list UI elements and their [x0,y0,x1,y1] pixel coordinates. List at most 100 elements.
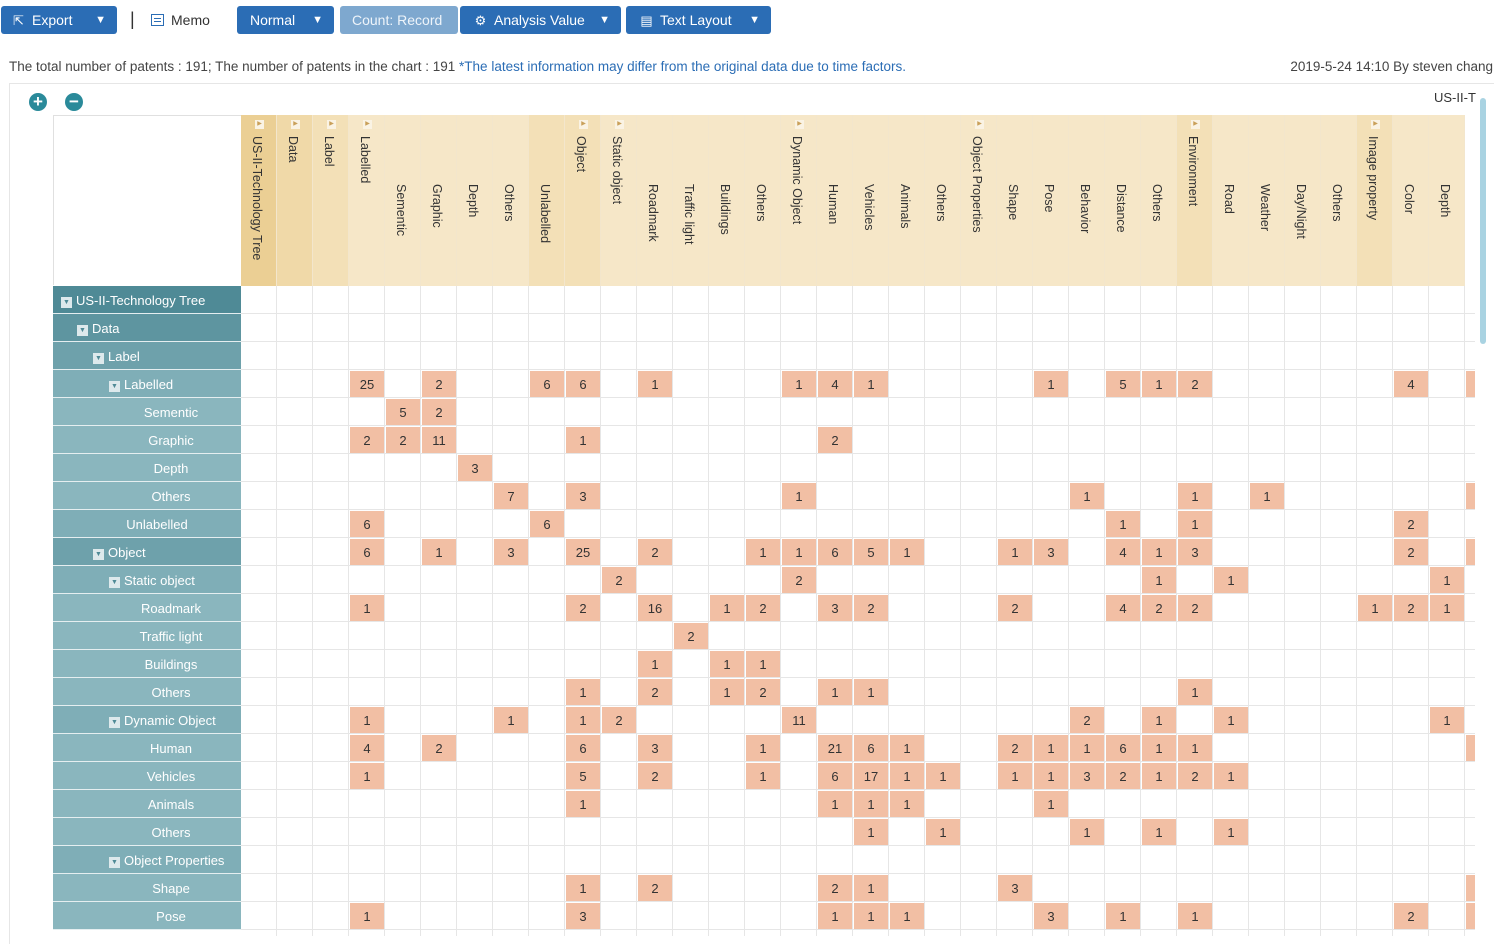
matrix-cell[interactable]: 2 [350,427,384,453]
matrix-cell[interactable]: 1 [1106,903,1140,929]
column-header[interactable]: ▶ US-II-Technology Tree [241,115,277,286]
matrix-cell[interactable]: 1 [854,371,888,397]
row-header[interactable]: ▼ US-II-Technology Tree [53,286,241,314]
matrix-cell[interactable]: 3 [998,875,1032,901]
column-header[interactable]: Day/Night [1285,115,1321,286]
matrix-cell[interactable]: 2 [1394,539,1428,565]
matrix-cell[interactable]: 2 [422,735,456,761]
row-header[interactable]: Vehicles [53,762,241,790]
matrix-cell[interactable]: 3 [566,903,600,929]
matrix-cell[interactable]: 1 [818,679,852,705]
matrix-cell[interactable]: 1 [1214,819,1248,845]
row-header[interactable]: Others [53,482,241,510]
text-layout-dropdown[interactable]: ▤ Text Layout ▼ [626,6,771,34]
matrix-cell[interactable]: 6 [530,511,564,537]
column-header[interactable]: Human [817,115,853,286]
matrix-cell[interactable]: 11 [782,707,816,733]
matrix-cell[interactable]: 2 [422,399,456,425]
matrix-cell[interactable]: 1 [1106,511,1140,537]
collapse-toggle-icon[interactable]: ▼ [109,577,120,588]
matrix-cell[interactable]: 2 [1394,511,1428,537]
matrix-cell[interactable]: 1 [1178,511,1212,537]
matrix-cell[interactable] [1466,371,1475,397]
matrix-cell[interactable]: 3 [638,735,672,761]
matrix-cell[interactable]: 1 [854,903,888,929]
matrix-cell[interactable]: 17 [854,763,888,789]
matrix-cell[interactable] [1466,903,1475,929]
matrix-cell[interactable]: 2 [998,595,1032,621]
matrix-cell[interactable]: 4 [1106,539,1140,565]
matrix-cell[interactable]: 3 [494,539,528,565]
row-header[interactable]: Shape [53,874,241,902]
matrix-cell[interactable]: 4 [350,735,384,761]
matrix-cell[interactable]: 2 [674,623,708,649]
memo-button[interactable]: Memo [151,12,210,28]
matrix-cell[interactable] [1466,483,1475,509]
matrix-cell[interactable]: 2 [818,875,852,901]
matrix-cell[interactable]: 5 [854,539,888,565]
matrix-cell[interactable]: 4 [1394,371,1428,397]
matrix-cell[interactable]: 1 [782,371,816,397]
expand-arrow-icon[interactable]: ▶ [975,120,984,129]
matrix-cell[interactable]: 6 [530,371,564,397]
matrix-cell[interactable]: 1 [566,427,600,453]
matrix-cell[interactable]: 1 [422,539,456,565]
matrix-cell[interactable]: 21 [818,735,852,761]
matrix-cell[interactable]: 1 [566,875,600,901]
collapse-toggle-icon[interactable]: ▼ [77,325,88,336]
matrix-cell[interactable]: 2 [422,371,456,397]
normal-dropdown[interactable]: Normal ▼ [237,6,334,34]
expand-arrow-icon[interactable]: ▶ [363,120,372,129]
matrix-cell[interactable]: 1 [350,763,384,789]
matrix-cell[interactable]: 2 [566,595,600,621]
row-header[interactable]: Roadmark [53,594,241,622]
matrix-cell[interactable]: 6 [350,511,384,537]
matrix-cell[interactable] [1466,539,1475,565]
matrix-cell[interactable]: 2 [1070,707,1104,733]
row-header[interactable]: Human [53,734,241,762]
expand-arrow-icon[interactable]: ▶ [579,120,588,129]
matrix-cell[interactable]: 2 [638,679,672,705]
matrix-cell[interactable]: 2 [1106,763,1140,789]
matrix-cell[interactable]: 1 [1070,819,1104,845]
matrix-cell[interactable]: 5 [1106,371,1140,397]
matrix-cell[interactable]: 1 [1142,707,1176,733]
collapse-toggle-icon[interactable]: ▼ [93,353,104,364]
collapse-all-icon[interactable]: − [65,93,83,111]
row-header[interactable]: ▼ Object [53,538,241,566]
expand-all-icon[interactable]: + [29,93,47,111]
matrix-cell[interactable]: 11 [422,427,456,453]
row-header[interactable]: ▼ Labelled [53,370,241,398]
collapse-toggle-icon[interactable]: ▼ [93,549,104,560]
row-header[interactable]: Depth [53,454,241,482]
column-header[interactable]: Traffic light [673,115,709,286]
matrix-cell[interactable]: 1 [1034,791,1068,817]
column-header[interactable]: Animals [889,115,925,286]
column-header[interactable]: Others [925,115,961,286]
row-header[interactable]: ▼ Label [53,342,241,370]
matrix-cell[interactable]: 2 [1394,903,1428,929]
matrix-cell[interactable]: 1 [1142,735,1176,761]
matrix-cell[interactable]: 1 [746,651,780,677]
expand-arrow-icon[interactable]: ▶ [795,120,804,129]
matrix-cell[interactable]: 1 [926,763,960,789]
matrix-cell[interactable]: 1 [1070,735,1104,761]
matrix-cell[interactable] [1466,735,1475,761]
matrix-cell[interactable]: 1 [1214,707,1248,733]
column-header[interactable]: Road [1213,115,1249,286]
matrix-cell[interactable]: 1 [890,791,924,817]
matrix-cell[interactable]: 2 [1178,595,1212,621]
matrix-cell[interactable]: 3 [458,455,492,481]
row-header[interactable]: ▼ Object Properties [53,846,241,874]
matrix-cell[interactable]: 1 [1070,483,1104,509]
matrix-cell[interactable]: 2 [1142,595,1176,621]
row-header[interactable]: Traffic light [53,622,241,650]
matrix-cell[interactable]: 2 [818,427,852,453]
column-header[interactable]: Distance [1105,115,1141,286]
expand-arrow-icon[interactable]: ▶ [291,120,300,129]
matrix-cell[interactable]: 1 [1214,567,1248,593]
matrix-cell[interactable]: 2 [638,539,672,565]
matrix-cell[interactable]: 2 [638,763,672,789]
column-header[interactable]: Buildings [709,115,745,286]
matrix-cell[interactable]: 1 [1178,679,1212,705]
